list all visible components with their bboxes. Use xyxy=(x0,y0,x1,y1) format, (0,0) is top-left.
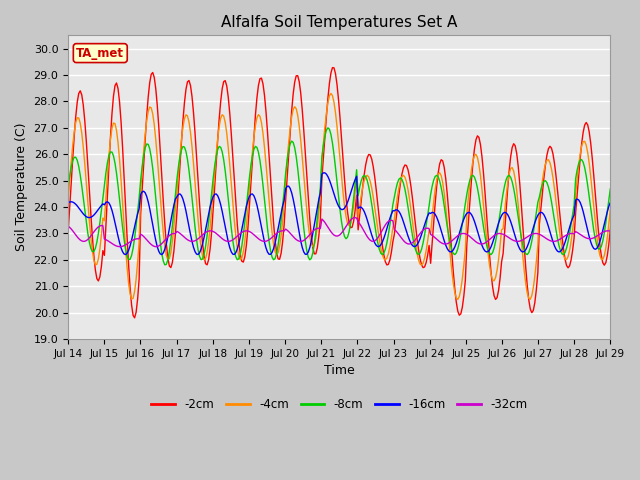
Title: Alfalfa Soil Temperatures Set A: Alfalfa Soil Temperatures Set A xyxy=(221,15,458,30)
Text: TA_met: TA_met xyxy=(76,47,124,60)
X-axis label: Time: Time xyxy=(324,364,355,377)
Y-axis label: Soil Temperature (C): Soil Temperature (C) xyxy=(15,123,28,252)
Legend: -2cm, -4cm, -8cm, -16cm, -32cm: -2cm, -4cm, -8cm, -16cm, -32cm xyxy=(147,394,532,416)
